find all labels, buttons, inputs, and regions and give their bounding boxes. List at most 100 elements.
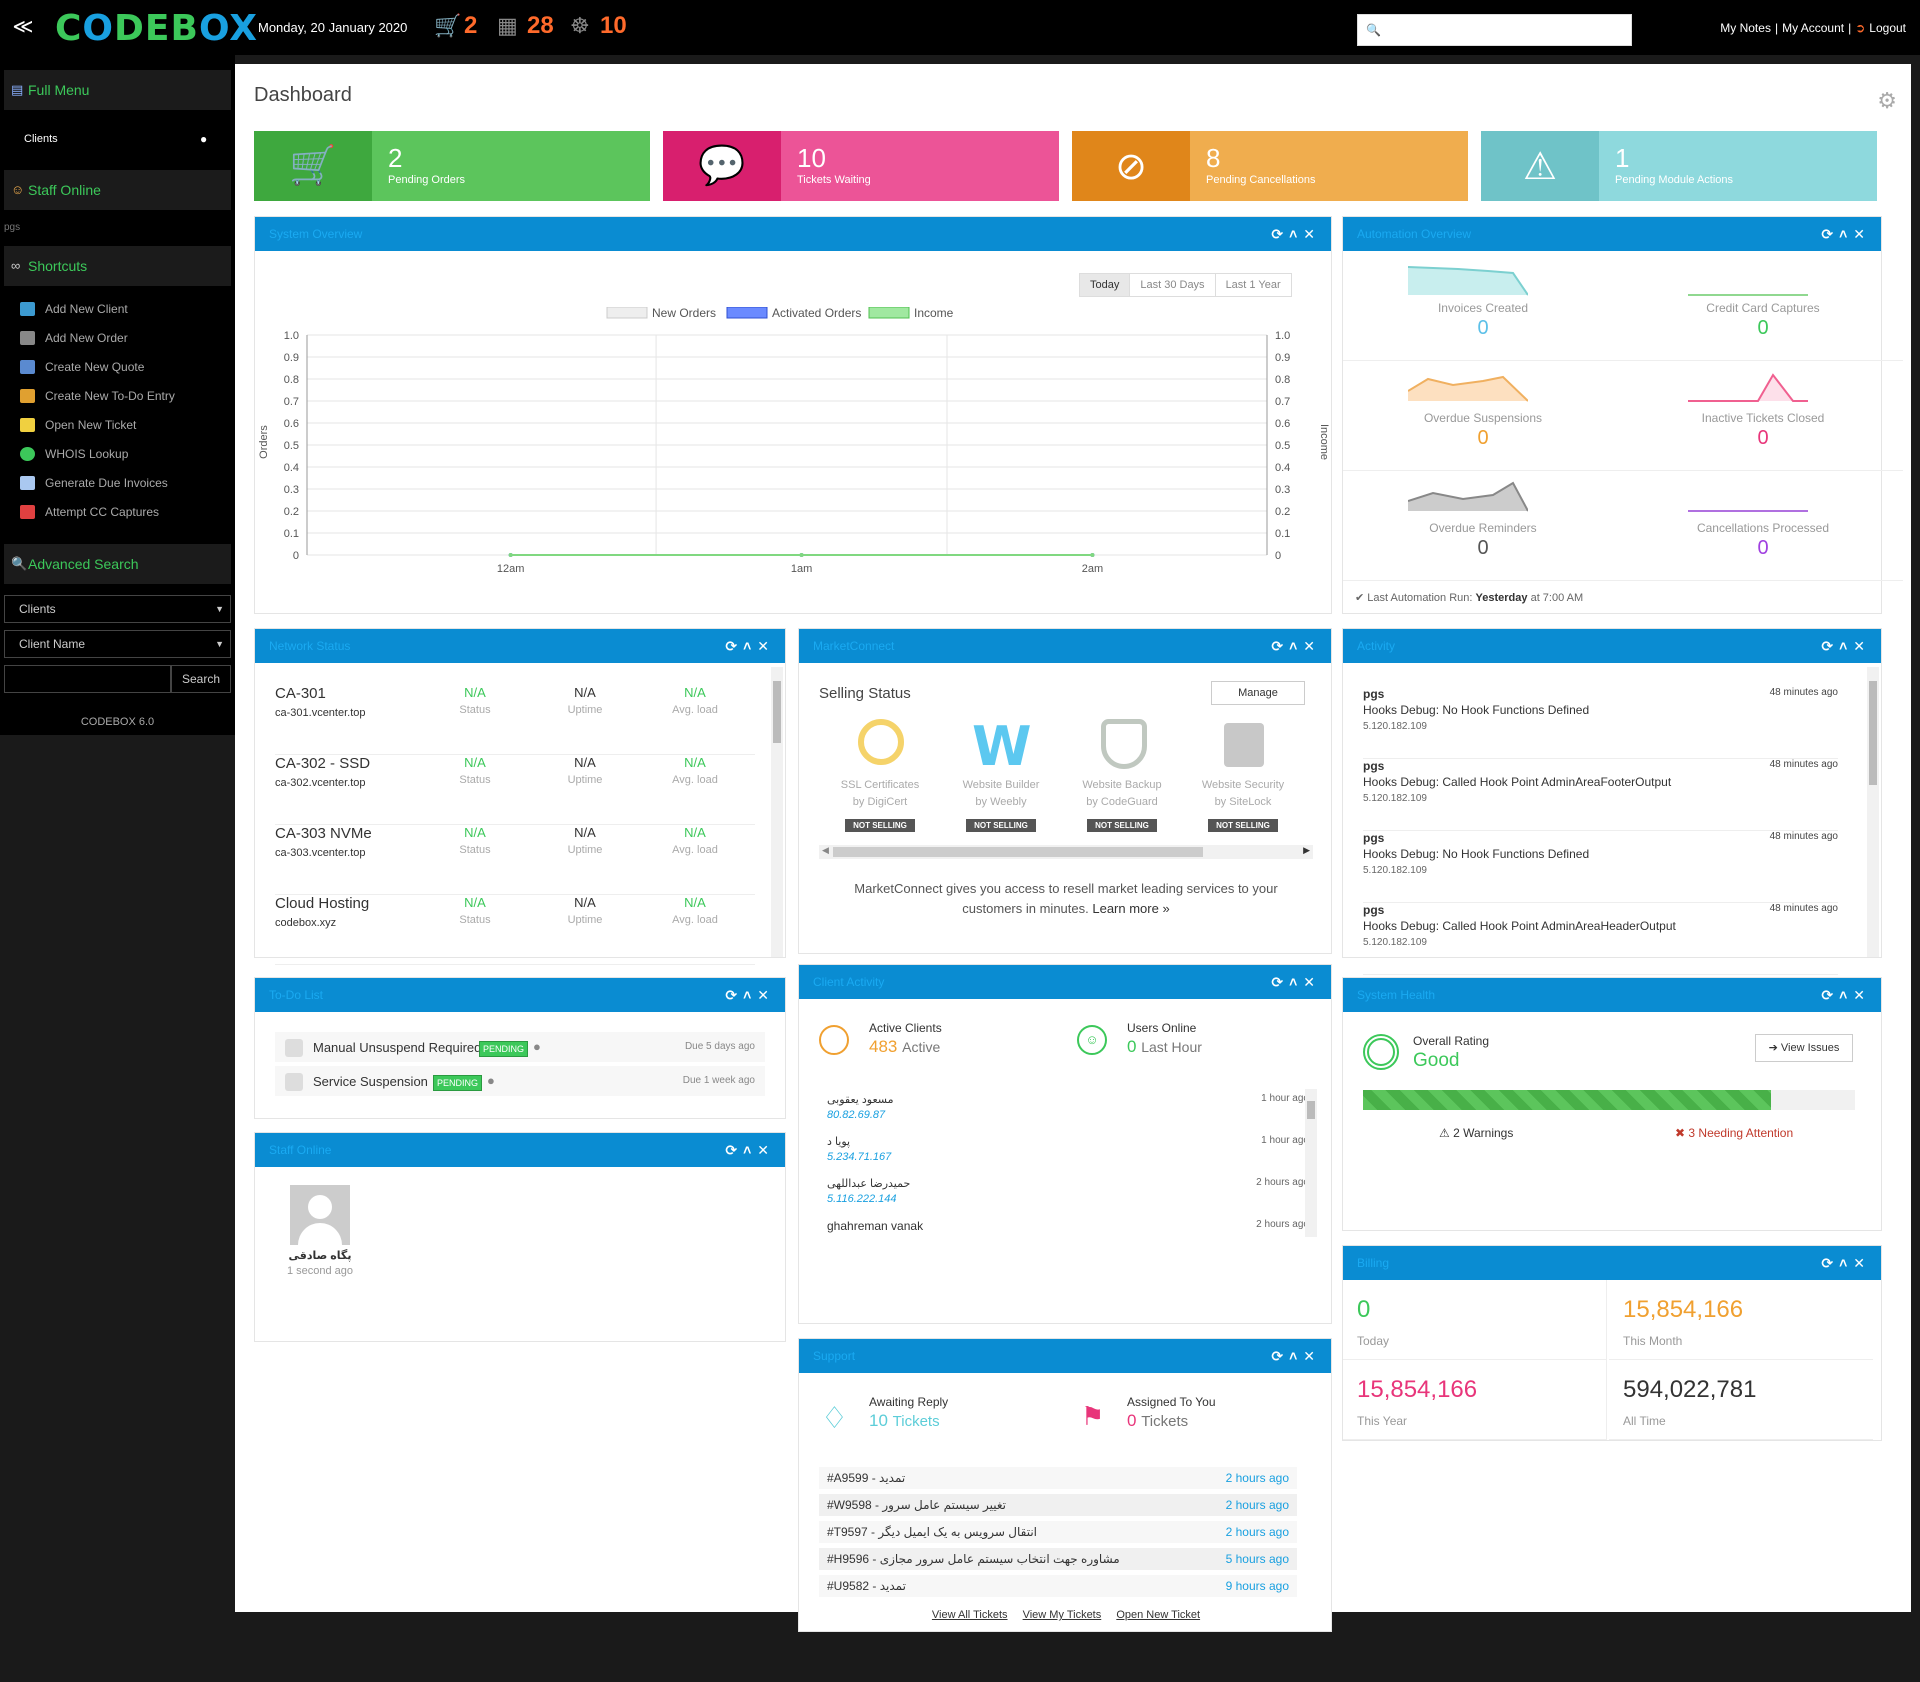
logout-icon[interactable]: ➲ — [1855, 21, 1866, 35]
ticket-row[interactable]: #H9596 - مشاوره جهت انتخاب سیستم عامل سر… — [819, 1548, 1297, 1570]
panel-controls[interactable]: ⟳˄✕ — [1821, 1255, 1871, 1271]
tab-last-1-year[interactable]: Last 1 Year — [1214, 274, 1291, 296]
automation-overdue-reminders: Overdue Reminders 0 — [1343, 471, 1623, 581]
todo-icon — [20, 389, 35, 403]
client-activity-row[interactable]: مسعود یعقوبی 80.82.69.87 1 hour ago — [827, 1093, 1309, 1121]
intelligent-search[interactable]: 🔍 — [1357, 14, 1632, 46]
tab-today[interactable]: Today — [1080, 274, 1130, 296]
gear-icon[interactable]: ⚙ — [1877, 88, 1897, 113]
panel-controls[interactable]: ⟳˄✕ — [1821, 638, 1871, 654]
service-codeguard[interactable]: Website Backup by CodeGuard NOT SELLING — [1063, 719, 1181, 832]
warnings-link[interactable]: ⚠ 2 Warnings — [1439, 1126, 1514, 1140]
my-account-link[interactable]: My Account — [1782, 21, 1845, 35]
tile-pending-orders[interactable]: 🛒 2 Pending Orders — [254, 131, 650, 201]
automation-invoices-created: Invoices Created 0 — [1343, 251, 1623, 361]
client-activity-row[interactable]: حمیدرضا عبداللهی 5.116.222.144 2 hours ago — [827, 1177, 1309, 1205]
shortcut-add-client[interactable]: Add New Client — [20, 302, 128, 316]
staff-online-header[interactable]: ☺ Staff Online — [4, 170, 231, 210]
view-my-tickets-link[interactable]: View My Tickets — [1022, 1609, 1102, 1621]
version-label: CODEBOX 6.0 — [80, 716, 155, 728]
sidebar-search-button[interactable]: Search — [171, 665, 231, 693]
ticket-row[interactable]: #U9582 - تمدید 9 hours ago — [819, 1575, 1297, 1597]
search-field-select[interactable]: Client Name ▼ — [4, 630, 231, 658]
menu-toggle-icon[interactable]: ≪ — [12, 16, 34, 38]
view-all-tickets-link[interactable]: View All Tickets — [931, 1609, 1008, 1621]
shortcut-create-quote[interactable]: Create New Quote — [20, 360, 144, 374]
sidebar: ▤ Full Menu Clients ● ☺ Staff Online pgs ∞… — [0, 55, 235, 735]
invoices-link[interactable]: ▦ 28 — [497, 12, 554, 39]
my-notes-link[interactable]: My Notes — [1720, 21, 1771, 35]
client-activity-row[interactable]: پویا د 5.234.71.167 1 hour ago — [827, 1135, 1309, 1163]
shortcut-generate-invoices[interactable]: Generate Due Invoices — [20, 476, 168, 490]
y-tick-label: 0.1 — [284, 528, 299, 540]
staff-online-name: pgs — [4, 222, 21, 233]
service-weebly[interactable]: W Website Builder by Weebly NOT SELLING — [962, 715, 1040, 832]
panel-controls[interactable]: ⟳˄✕ — [725, 638, 775, 654]
sidebar-clients-label[interactable]: Clients — [24, 133, 58, 145]
service-sitelock[interactable]: Website Security by SiteLock NOT SELLING — [1184, 719, 1302, 832]
panel-controls[interactable]: ⟳˄✕ — [1821, 226, 1871, 242]
tickets-link[interactable]: ☸ 10 — [570, 12, 627, 39]
panel-controls[interactable]: ⟳˄✕ — [725, 987, 775, 1003]
user-icon: ● — [533, 1039, 541, 1054]
panel-header: Network Status ⟳˄✕ — [255, 629, 785, 663]
open-new-ticket-link[interactable]: Open New Ticket — [1116, 1609, 1201, 1621]
shield-icon — [1101, 719, 1147, 769]
panel-header: Client Activity ⟳˄✕ — [799, 965, 1331, 999]
tab-last-30-days[interactable]: Last 30 Days — [1129, 274, 1214, 296]
sidebar-search-input[interactable] — [4, 665, 171, 693]
y-tick-label: 0.2 — [284, 506, 299, 518]
y-tick-label: 0.2 — [1275, 506, 1290, 518]
logout-link[interactable]: Logout — [1869, 21, 1906, 35]
search-type-select[interactable]: Clients ▼ — [4, 595, 231, 623]
needing-attention-link[interactable]: ✖ 3 Needing Attention — [1675, 1126, 1794, 1140]
avatar[interactable] — [290, 1185, 350, 1245]
panel-controls[interactable]: ⟳˄✕ — [725, 1142, 775, 1158]
shortcut-cc-captures[interactable]: Attempt CC Captures — [20, 505, 159, 519]
tile-pending-module-actions[interactable]: ⚠ 1 Pending Module Actions — [1481, 131, 1877, 201]
client-activity-scrollbar[interactable] — [1305, 1089, 1317, 1237]
status-badge: PENDING — [433, 1075, 483, 1091]
client-activity-row[interactable]: ghahreman vanak 2 hours ago — [827, 1219, 1309, 1233]
check-circle-icon: ✔ — [1355, 592, 1368, 604]
tile-pending-cancellations[interactable]: ⊘ 8 Pending Cancellations — [1072, 131, 1468, 201]
legend-swatch-activated-orders — [726, 307, 768, 319]
ticket-row[interactable]: #W9598 - تغییر سیستم عامل سرور 2 hours ag… — [819, 1494, 1297, 1516]
services-horizontal-scrollbar[interactable]: ◀ ▶ — [819, 845, 1313, 859]
full-menu-header[interactable]: ▤ Full Menu — [4, 70, 231, 110]
shortcut-open-ticket[interactable]: Open New Ticket — [20, 418, 136, 432]
panel-controls[interactable]: ⟳˄✕ — [1271, 226, 1321, 242]
ticket-row[interactable]: #A9599 - تمدید 2 hours ago — [819, 1467, 1297, 1489]
activity-item: pgs Hooks Debug: Called Hook Point AdminA… — [1363, 903, 1838, 975]
infinity-icon: ∞ — [11, 258, 21, 273]
search-input[interactable] — [1384, 19, 1624, 43]
activity-scrollbar[interactable] — [1867, 667, 1879, 957]
sparkline-invoices — [1408, 266, 1528, 296]
manage-button[interactable]: Manage — [1211, 681, 1305, 705]
advanced-search-header[interactable]: 🔍 Advanced Search — [4, 544, 231, 584]
view-issues-button[interactable]: ➔ View Issues — [1755, 1034, 1853, 1062]
todo-checkbox[interactable] — [285, 1039, 303, 1057]
service-ssl[interactable]: SSL Certificates by DigiCert NOT SELLING — [821, 719, 939, 832]
panel-controls[interactable]: ⟳˄✕ — [1271, 974, 1321, 990]
shortcut-create-todo[interactable]: Create New To-Do Entry — [20, 389, 175, 403]
health-progress — [1363, 1090, 1855, 1110]
tile-tickets-waiting[interactable]: 💬 10 Tickets Waiting — [663, 131, 1059, 201]
learn-more-link[interactable]: Learn more » — [1092, 901, 1170, 916]
panel-controls[interactable]: ⟳˄✕ — [1271, 1348, 1321, 1364]
shortcut-add-order[interactable]: Add New Order — [20, 331, 128, 345]
logo[interactable]: CODEBOX — [55, 8, 259, 49]
ticket-row[interactable]: #T9597 - انتقال سرویس به یک ایمیل دیگر 2 … — [819, 1521, 1297, 1543]
panel-controls[interactable]: ⟳˄✕ — [1271, 638, 1321, 654]
network-scrollbar[interactable] — [771, 667, 783, 957]
shortcut-whois[interactable]: WHOIS Lookup — [20, 447, 128, 461]
panel-controls[interactable]: ⟳˄✕ — [1821, 987, 1871, 1003]
shortcuts-header[interactable]: ∞ Shortcuts — [4, 246, 231, 286]
pending-orders-link[interactable]: 🛒 2 — [434, 12, 478, 39]
range-tabs: Today Last 30 Days Last 1 Year — [1079, 273, 1292, 297]
network-status-panel: Network Status ⟳˄✕ CA-301 ca-301.vcenter.t… — [254, 628, 786, 965]
todo-checkbox[interactable] — [285, 1073, 303, 1091]
chart-series — [508, 553, 1095, 557]
panel-header: Staff Online ⟳˄✕ — [255, 1133, 785, 1167]
ticket-icon — [20, 418, 35, 432]
